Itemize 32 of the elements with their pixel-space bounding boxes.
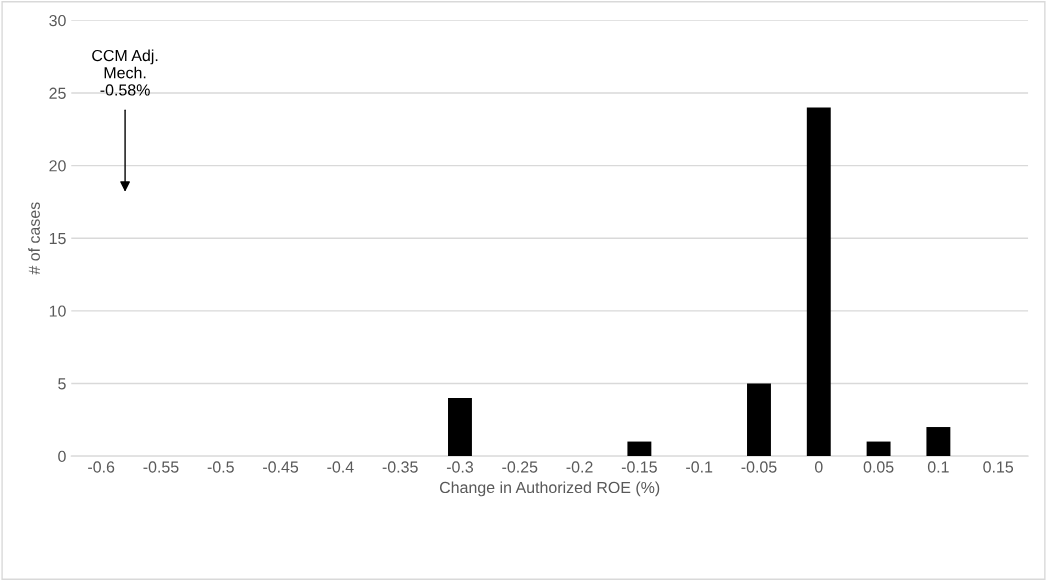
bar [806,107,831,457]
bar [627,441,652,457]
bar [866,441,891,457]
bar [926,427,951,457]
x-tick-label: -0.5 [207,461,234,473]
y-tick-label: 30 [49,14,66,27]
x-axis-title: Change in Authorized ROE (%) [439,481,660,497]
y-tick-label: 20 [49,160,66,172]
annotation: CCM Adj. Mech. -0.58% [92,49,158,96]
x-tick-label: -0.35 [382,461,418,473]
x-tick-label: 0 [814,461,823,473]
x-tick-label: 0.15 [983,461,1014,473]
x-tick-label: 0.1 [927,461,949,473]
x-tick-label: -0.2 [566,461,593,473]
x-tick-label: -0.45 [263,461,299,473]
bar [448,397,472,457]
x-tick-label: -0.6 [88,461,115,473]
x-tick-label: -0.25 [502,461,538,473]
y-tick-label: 10 [49,305,66,317]
y-tick-label: 25 [49,87,66,99]
y-tick-label: 5 [58,378,66,390]
x-tick-label: -0.1 [686,461,713,473]
x-tick-label: -0.15 [621,461,657,473]
y-tick-label: 0 [58,450,66,463]
y-axis-title: # of cases [28,202,40,275]
bar [747,383,771,457]
x-tick-label: -0.55 [143,461,179,473]
y-tick-label: 15 [49,233,66,245]
x-tick-label: -0.4 [327,461,354,473]
x-tick-label: -0.3 [446,461,474,473]
x-tick-label: 0.05 [863,461,894,473]
x-tick-label: -0.05 [741,461,777,473]
